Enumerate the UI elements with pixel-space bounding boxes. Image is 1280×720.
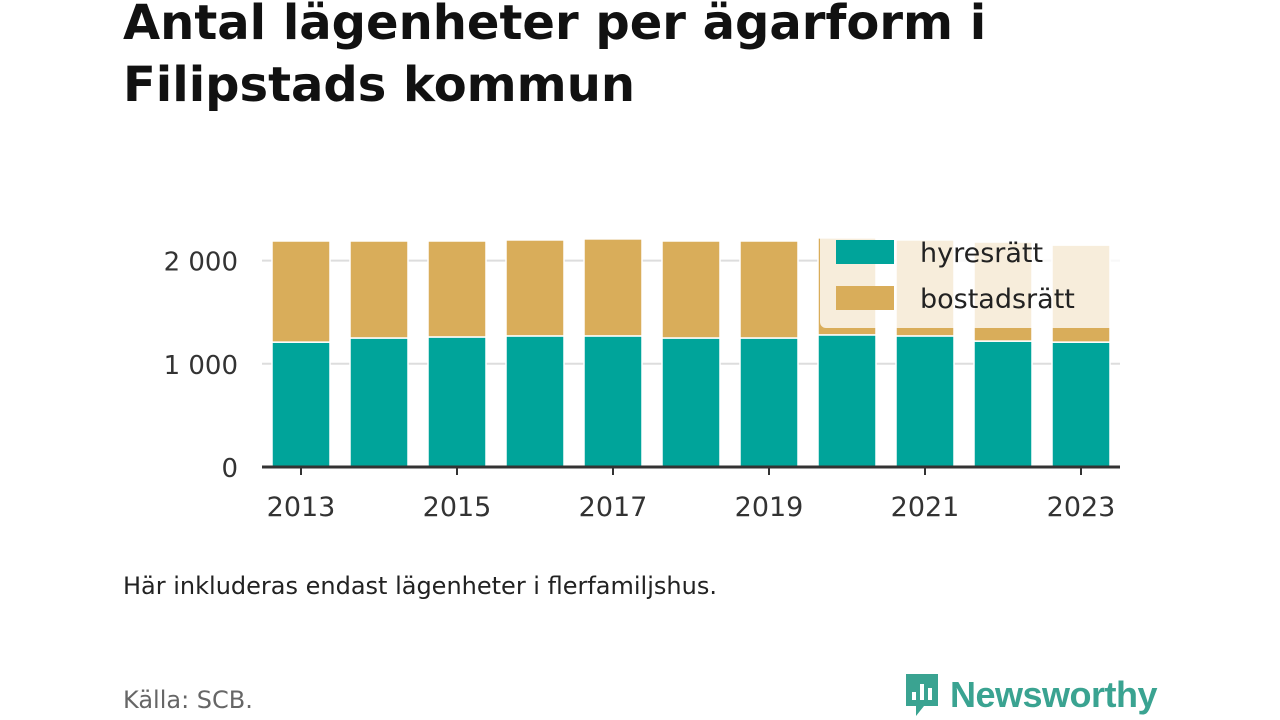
- x-tick-label: 2015: [423, 492, 492, 523]
- legend-label: hyresrätt: [920, 238, 1043, 269]
- newsworthy-logo-icon: [906, 674, 938, 716]
- bar-hyresratt: [1051, 341, 1111, 468]
- bar-hyresratt: [505, 335, 565, 468]
- x-tick-label: 2023: [1047, 492, 1116, 523]
- legend-swatch: [836, 286, 894, 310]
- x-tick-label: 2019: [735, 492, 804, 523]
- source-text: Källa: SCB.: [123, 686, 253, 714]
- bar-hyresratt: [271, 341, 331, 468]
- bar-hyresratt: [349, 337, 409, 468]
- bar-bostadsratt: [661, 240, 721, 339]
- bar-hyresratt: [817, 334, 877, 468]
- brand-name: Newsworthy: [950, 674, 1158, 715]
- chart-title: Antal lägenheter per ägarform i Filipsta…: [123, 0, 987, 113]
- chart-note: Här inkluderas endast lägenheter i flerf…: [123, 572, 717, 600]
- x-tick-label: 2017: [579, 492, 648, 523]
- bar-hyresratt: [427, 336, 487, 468]
- bar-hyresratt: [583, 335, 643, 468]
- bar-hyresratt: [739, 337, 799, 468]
- bar-bostadsratt: [271, 240, 331, 343]
- y-tick-label: 1 000: [164, 351, 238, 381]
- bar-bostadsratt: [583, 238, 643, 337]
- x-tick-label: 2013: [267, 492, 336, 523]
- bar-bostadsratt: [349, 240, 409, 339]
- axes: 0 1 000 2 000 2013 2015 2017 2019 2021 2023: [164, 248, 1120, 523]
- legend-box: [820, 228, 1120, 328]
- y-tick-label: 0: [221, 454, 238, 484]
- x-tick-label: 2021: [891, 492, 960, 523]
- bar-hyresratt: [973, 340, 1033, 468]
- bar-bostadsratt: [505, 239, 565, 337]
- bar-bostadsratt: [739, 240, 799, 339]
- legend: hyresrätt bostadsrätt: [820, 228, 1120, 328]
- legend-swatch: [836, 240, 894, 264]
- bar-bostadsratt: [427, 240, 487, 338]
- legend-label: bostadsrätt: [920, 284, 1075, 315]
- newsworthy-logo: Newsworthy: [902, 670, 1158, 720]
- bar-hyresratt: [661, 337, 721, 468]
- y-tick-label: 2 000: [164, 248, 238, 278]
- bar-hyresratt: [895, 335, 955, 468]
